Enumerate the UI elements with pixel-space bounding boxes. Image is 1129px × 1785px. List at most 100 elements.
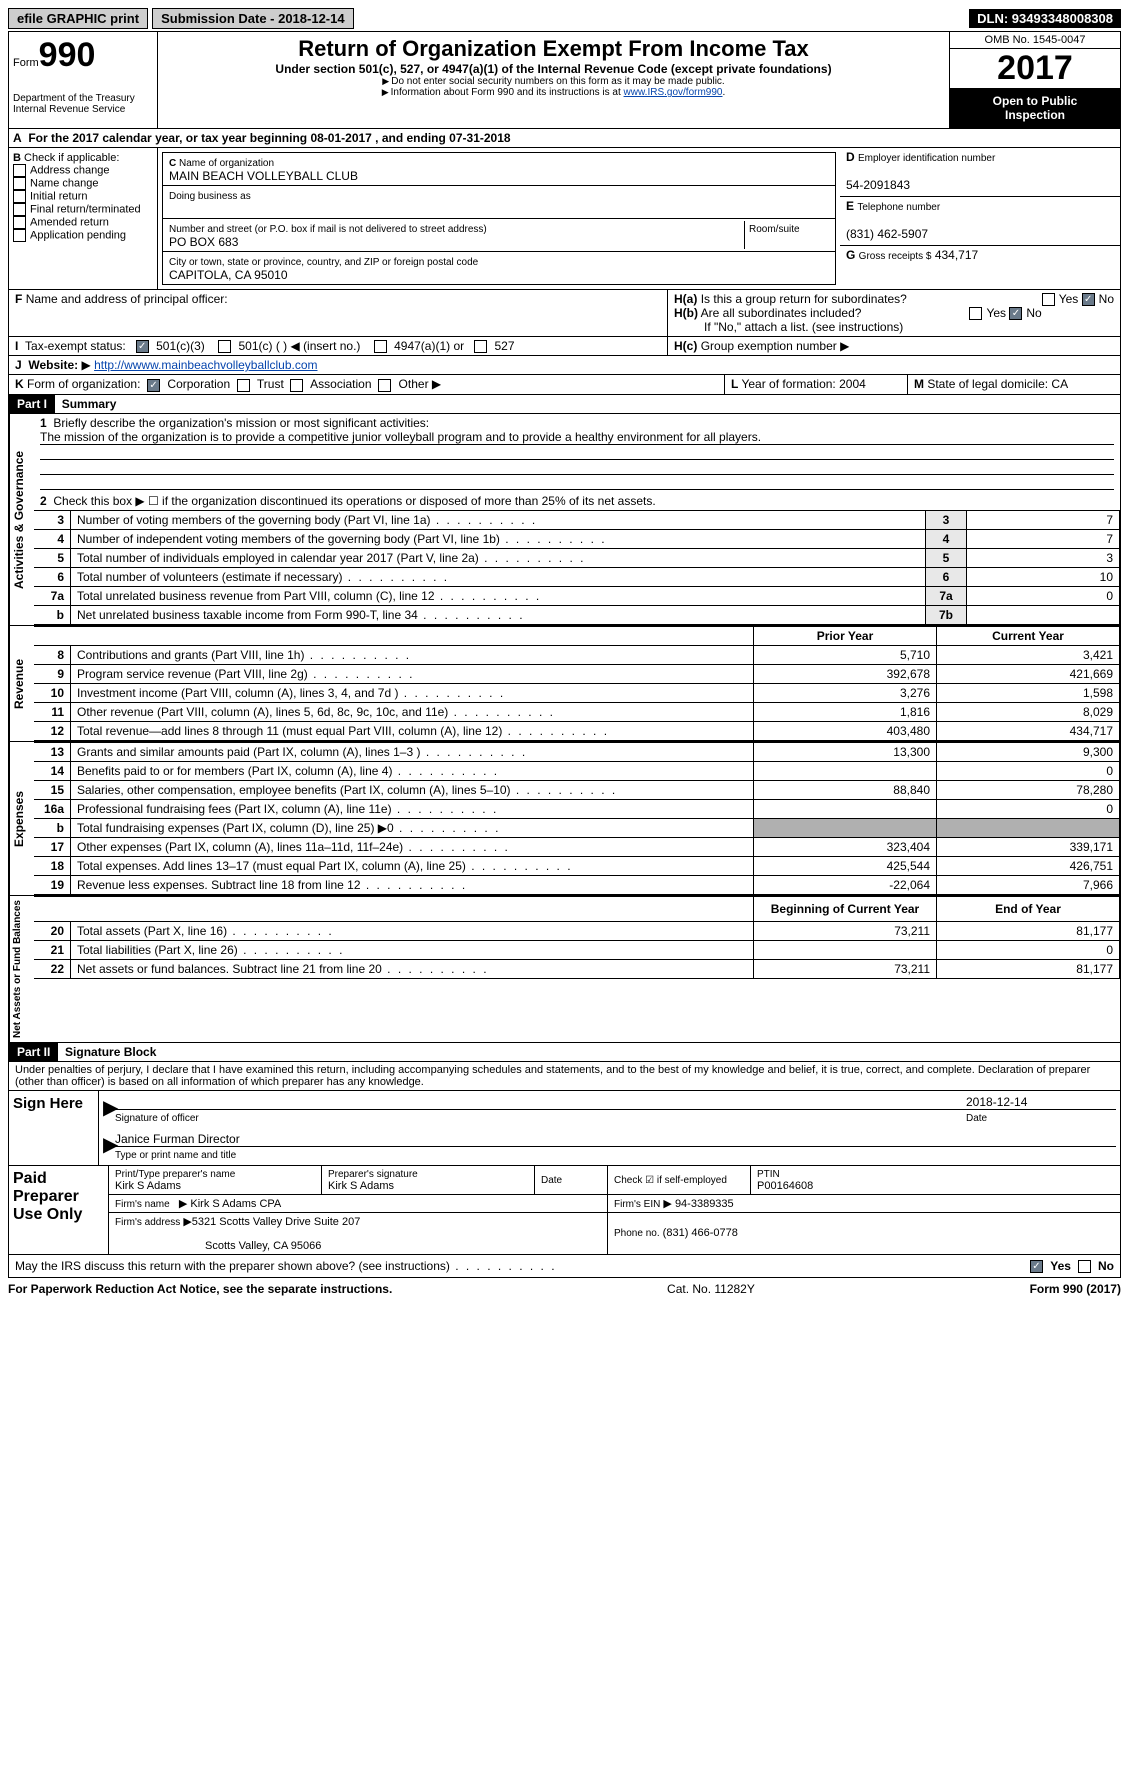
cb-pending[interactable] <box>13 229 26 242</box>
lbl-pending: Application pending <box>30 229 126 241</box>
cb-corp[interactable] <box>147 379 160 392</box>
firm-addr: 5321 Scotts Valley Drive Suite 207 <box>192 1216 361 1228</box>
cb-discuss-yes[interactable] <box>1030 1260 1043 1273</box>
cb-address-change[interactable] <box>13 164 26 177</box>
sign-here-label: Sign Here <box>9 1091 99 1165</box>
lbl-address-change: Address change <box>30 164 110 176</box>
lbl-no-2: No <box>1026 306 1041 320</box>
prep-sig: Kirk S Adams <box>328 1180 394 1192</box>
ptin-label: PTIN <box>757 1169 780 1180</box>
tax-status-label: Tax-exempt status: <box>25 339 126 353</box>
cb-hb-no[interactable] <box>1009 307 1022 320</box>
lbl-no: No <box>1099 292 1114 306</box>
cb-501c[interactable] <box>218 340 231 353</box>
lbl-assoc: Association <box>310 377 371 391</box>
cb-discuss-no[interactable] <box>1078 1260 1091 1273</box>
declaration-text: Under penalties of perjury, I declare th… <box>8 1062 1121 1091</box>
dept-line2: Internal Revenue Service <box>13 104 153 115</box>
form-subtitle: Under section 501(c), 527, or 4947(a)(1)… <box>162 62 945 76</box>
cb-4947[interactable] <box>374 340 387 353</box>
prep-date-label: Date <box>541 1175 562 1186</box>
efile-button[interactable]: efile GRAPHIC print <box>8 8 148 29</box>
sig-officer-label: Signature of officer <box>115 1113 199 1124</box>
paid-preparer-label: Paid Preparer Use Only <box>9 1166 109 1254</box>
firm-ein-label: Firm's EIN <box>614 1199 660 1210</box>
domicile-label: State of legal domicile: <box>927 377 1048 391</box>
lbl-yes: Yes <box>1059 292 1079 306</box>
prep-sig-label: Preparer's signature <box>328 1169 418 1180</box>
tax-year: 2017 <box>950 49 1120 88</box>
cb-trust[interactable] <box>237 379 250 392</box>
sig-date: 2018-12-14 <box>966 1095 1116 1110</box>
sig-date-label: Date <box>966 1113 987 1124</box>
ptin-value: P00164608 <box>757 1180 813 1192</box>
cb-other[interactable] <box>378 379 391 392</box>
lbl-insert: (insert no.) <box>303 339 360 353</box>
omb-number: OMB No. 1545-0047 <box>950 32 1120 49</box>
dln-label: DLN: 93493348008308 <box>969 9 1121 28</box>
footer-left: For Paperwork Reduction Act Notice, see … <box>8 1282 392 1296</box>
room-label: Room/suite <box>749 224 800 235</box>
city-label: City or town, state or province, country… <box>169 257 478 268</box>
box-b: B Check if applicable: Address change Na… <box>8 148 158 290</box>
form-number: 990 <box>39 36 96 74</box>
h-note: If "No," attach a list. (see instruction… <box>674 320 903 334</box>
irs-link[interactable]: www.IRS.gov/form990 <box>624 87 723 98</box>
sig-name-label: Type or print name and title <box>115 1150 236 1161</box>
ein-label: Employer identification number <box>858 153 995 164</box>
form-org-label: Form of organization: <box>27 377 140 391</box>
note-2: Information about Form 990 and its instr… <box>391 87 624 98</box>
lbl-trust: Trust <box>257 377 284 391</box>
cb-ha-yes[interactable] <box>1042 293 1055 306</box>
box-b-title: Check if applicable: <box>24 152 119 164</box>
expenses-table: 13Grants and similar amounts paid (Part … <box>34 742 1120 895</box>
section-a-text: For the 2017 calendar year, or tax year … <box>28 131 510 145</box>
ha-label: Is this a group return for subordinates? <box>701 292 907 306</box>
phone-value: (831) 462-5907 <box>846 227 928 241</box>
sig-name: Janice Furman Director <box>115 1132 1116 1147</box>
cb-hb-yes[interactable] <box>969 307 982 320</box>
lbl-yes-2: Yes <box>986 306 1006 320</box>
gross-value: 434,717 <box>935 248 978 262</box>
vert-revenue: Revenue <box>9 626 34 741</box>
firm-phone-label: Phone no. <box>614 1228 660 1239</box>
cb-assoc[interactable] <box>290 379 303 392</box>
note-1: Do not enter social security numbers on … <box>391 76 724 87</box>
lbl-amended: Amended return <box>30 216 109 228</box>
header: Form990 Department of the Treasury Inter… <box>8 31 1121 129</box>
paid-preparer-table: Print/Type preparer's nameKirk S Adams P… <box>109 1166 1120 1254</box>
firm-city: Scotts Valley, CA 95066 <box>115 1240 321 1252</box>
net-assets-table: Beginning of Current YearEnd of Year20To… <box>34 896 1120 979</box>
revenue-table: Prior YearCurrent Year8Contributions and… <box>34 626 1120 741</box>
cb-final[interactable] <box>13 203 26 216</box>
cb-amended[interactable] <box>13 216 26 229</box>
firm-name: Kirk S Adams CPA <box>190 1198 281 1210</box>
part1-title: Summary <box>62 397 117 411</box>
lbl-527: 527 <box>495 339 515 353</box>
lbl-501c: 501(c) ( ) <box>238 339 287 353</box>
website-link[interactable]: http://wwww.mainbeachvolleyballclub.com <box>94 358 317 372</box>
vert-net: Net Assets or Fund Balances <box>9 896 34 1042</box>
lbl-initial: Initial return <box>30 190 87 202</box>
dba-label: Doing business as <box>169 191 251 202</box>
open-public-1: Open to Public <box>993 94 1078 108</box>
top-bar: efile GRAPHIC print Submission Date - 20… <box>8 8 1121 29</box>
cb-527[interactable] <box>474 340 487 353</box>
vert-expenses: Expenses <box>9 742 34 895</box>
part2-header: Part II <box>9 1043 58 1061</box>
cb-501c3[interactable] <box>136 340 149 353</box>
form-label: Form <box>13 57 39 69</box>
cb-name-change[interactable] <box>13 177 26 190</box>
part2-title: Signature Block <box>65 1045 156 1059</box>
submission-date: Submission Date - 2018-12-14 <box>152 8 354 29</box>
lbl-other: Other <box>399 377 429 391</box>
discuss-no: No <box>1098 1259 1114 1273</box>
cb-ha-no[interactable] <box>1082 293 1095 306</box>
city-value: CAPITOLA, CA 95010 <box>169 268 288 282</box>
cb-initial[interactable] <box>13 190 26 203</box>
domicile-value: CA <box>1051 377 1068 391</box>
hc-label: Group exemption number <box>701 339 837 353</box>
vert-governance: Activities & Governance <box>9 414 34 625</box>
line1-label: Briefly describe the organization's miss… <box>53 416 429 430</box>
open-public-2: Inspection <box>1005 108 1065 122</box>
